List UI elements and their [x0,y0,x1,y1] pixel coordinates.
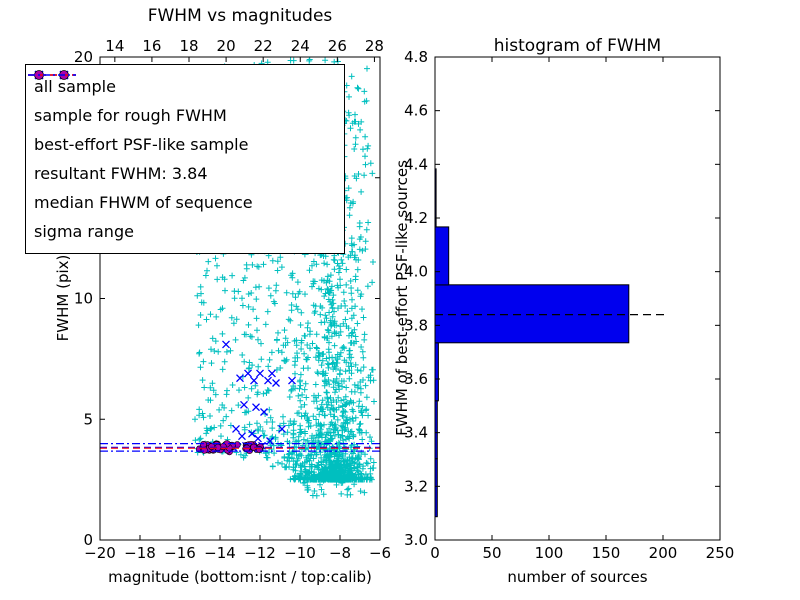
legend: all sample sample for rough FWHM best-effo… [25,64,345,254]
right-ytick-label: 4.0 [404,263,428,281]
right-plot-title: histogram of FWHM [493,36,662,56]
right-plot-xlabel: number of sources [507,568,648,586]
left-top-xtick-label: 16 [142,37,161,55]
right-ytick-label: 3.6 [404,370,428,388]
left-ytick-label: 5 [83,410,93,428]
right-xticks: 0 50 100 150 200 250 [430,57,734,562]
right-xtick-label: 100 [535,544,564,562]
right-ytick-label: 4.8 [404,48,428,66]
right-ytick-label: 3.8 [404,316,428,334]
legend-item-6: sigma range [28,74,330,246]
legend-item-5: median FHWM of sequence [28,74,330,217]
legend-item-4: resultant FWHM: 3.84 [28,74,330,188]
all-sample-points [191,57,377,499]
legend-item-2: sample for rough FWHM [34,70,330,130]
right-yticks: 3.0 3.2 3.4 3.6 3.8 4.0 4.2 4.4 4.6 4.8 [404,48,720,549]
legend-item-label: resultant FWHM: 3.84 [34,164,208,183]
right-xtick-label: 250 [706,544,735,562]
left-xtick-label: −10 [284,544,316,562]
right-xtick-label: 50 [482,544,501,562]
left-xtick-label: −14 [204,544,236,562]
legend-item-label: all sample [34,77,116,96]
legend-item-1: all sample [34,71,330,101]
left-xtick-label: −8 [329,544,351,562]
left-top-xtick-label: 28 [365,37,384,55]
left-plot-title: FWHM vs magnitudes [147,6,333,26]
left-xtick-label: −6 [369,544,391,562]
right-ytick-label: 4.2 [404,209,428,227]
legend-item-label: best-effort PSF-like sample [34,135,249,154]
legend-item-label: sigma range [34,222,134,241]
left-top-xtick-label: 20 [217,37,236,55]
dashdot-line-marker-icon [28,74,76,76]
right-xtick-label: 200 [649,544,678,562]
left-ytick-label: 0 [83,531,93,549]
left-ytick-label: 20 [74,48,93,66]
left-top-xtick-label: 18 [179,37,198,55]
histogram-bars [434,168,630,518]
left-xtick-label: −18 [124,544,156,562]
left-top-xtick-label: 14 [105,37,124,55]
right-ytick-label: 4.4 [404,155,428,173]
legend-item-3: best-effort PSF-like sample [34,70,330,159]
left-plot-xlabel: magnitude (bottom:isnt / top:calib) [108,568,372,586]
histogram-bar [434,284,630,344]
right-xtick-label: 0 [430,544,440,562]
right-ytick-label: 3.4 [404,424,428,442]
left-xticks: −20 −18 −16 −14 −12 −10 −8 −6 [84,535,391,562]
histogram-bar [434,342,439,402]
right-ytick-label: 3.2 [404,477,428,495]
left-plot-data [100,57,380,499]
right-plot-frame [434,56,721,541]
left-xtick-label: −12 [244,544,276,562]
right-xtick-label: 150 [592,544,621,562]
histogram-bar [434,226,450,286]
left-top-xtick-label: 22 [254,37,273,55]
left-top-xtick-label: 26 [328,37,347,55]
left-plot-ylabel: FWHM (pix) [54,254,72,342]
left-top-xticks: 14 16 18 20 22 24 26 28 [105,37,384,62]
legend-item-label: sample for rough FWHM [34,106,227,125]
left-ytick-label: 10 [74,290,93,308]
left-xtick-label: −16 [164,544,196,562]
right-ytick-label: 4.6 [404,102,428,120]
left-xtick-label: −20 [84,544,116,562]
psf-sample-points [196,440,264,456]
right-plot-ylabel: FWHM of best-effort PSF-like sources [393,160,411,436]
legend-item-label: median FHWM of sequence [34,193,253,212]
left-top-xtick-label: 24 [291,37,310,55]
right-ytick-label: 3.0 [404,531,428,549]
